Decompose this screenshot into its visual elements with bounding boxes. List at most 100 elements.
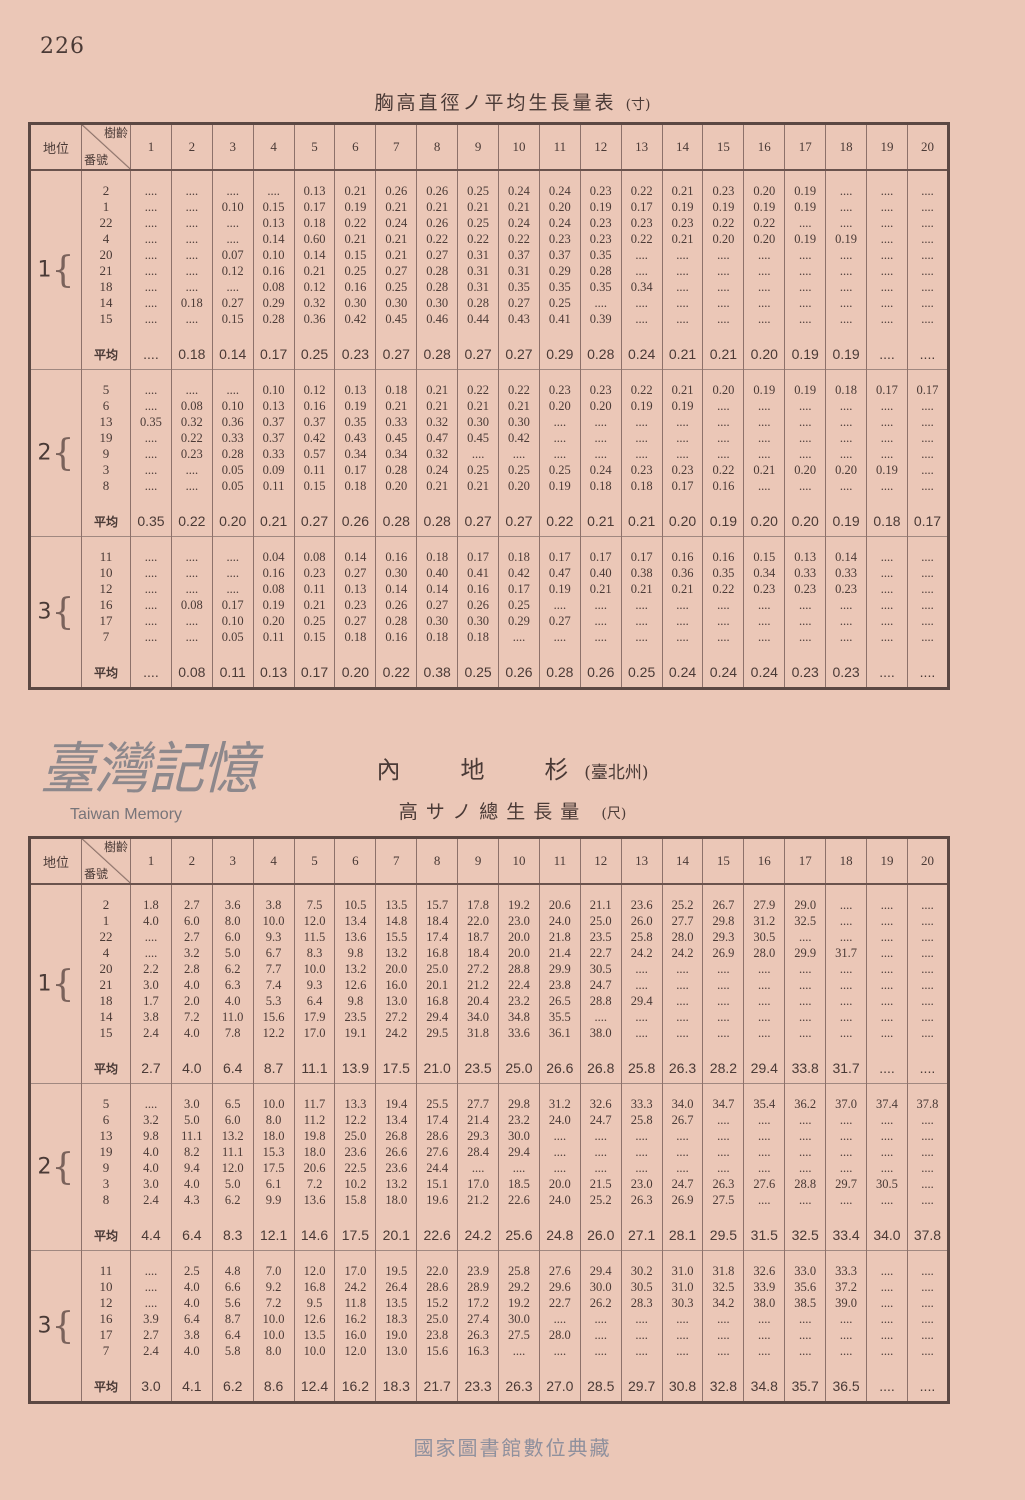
value-cell: 0.21	[661, 581, 703, 597]
empty-cell: ....	[620, 446, 663, 462]
value-cell: 27.5	[702, 1192, 744, 1208]
empty-cell: ....	[620, 1311, 663, 1327]
tree-number: 14	[81, 1009, 131, 1025]
empty-cell: ....	[825, 993, 867, 1009]
value-cell: 0.33	[375, 414, 417, 430]
average-cell: 0.24	[743, 657, 785, 689]
empty-cell: ....	[702, 247, 744, 263]
empty-cell: ....	[661, 597, 703, 613]
value-cell: 4.0	[211, 993, 254, 1009]
value-cell: 0.30	[416, 295, 458, 311]
site-group: 2{5.... 3.0 6.5 10.0 11.7 13.3 19.4 25.5 27.7 29.…	[29, 1083, 949, 1251]
value-cell: 8.0	[211, 913, 254, 929]
average-label: 平均	[81, 1053, 131, 1084]
empty-cell: ....	[906, 339, 949, 370]
value-cell: 0.20	[825, 462, 867, 478]
value-cell: 0.21	[579, 581, 622, 597]
empty-cell: ....	[866, 1343, 908, 1359]
empty-cell: ....	[866, 961, 908, 977]
empty-cell: ....	[825, 613, 867, 629]
empty-cell: ....	[661, 1160, 703, 1176]
table-row: 13 9.8 11.1 13.2 18.0 19.8 25.0 26.8 28.6 29.3 30.…	[30, 1128, 949, 1144]
value-cell: 0.23	[825, 581, 867, 597]
average-cell: 0.28	[416, 339, 458, 370]
value-cell: 10.2	[334, 1176, 376, 1192]
brace-mark: {	[51, 591, 75, 633]
value-cell: 4.0	[170, 1343, 213, 1359]
age-header: 6	[334, 837, 376, 885]
empty-cell: ....	[743, 430, 785, 446]
age-header: 7	[375, 837, 417, 885]
value-cell: 29.4	[579, 1263, 622, 1279]
value-cell: 27.2	[375, 1009, 417, 1025]
average-cell: 8.6	[252, 1371, 295, 1403]
tree-number: 4	[81, 945, 131, 961]
empty-cell: ....	[866, 478, 908, 494]
value-cell: 0.20	[498, 478, 540, 494]
value-cell: 0.15	[334, 247, 376, 263]
tree-number: 5	[81, 1096, 131, 1112]
site-class-number: 1	[37, 257, 52, 282]
value-cell: 0.19	[784, 199, 826, 215]
age-header: 20	[906, 123, 949, 171]
average-row: 平均 0.35 0.22 0.20 0.21 0.27 0.26 0.28 0.28 0.27 0.…	[30, 506, 949, 537]
value-cell: 12.6	[293, 1311, 335, 1327]
value-cell: 17.4	[416, 929, 458, 945]
table-row: 12.... 4.0 5.6 7.2 9.5 11.8 13.5 15.2 17.2 19.2 22…	[30, 1295, 949, 1311]
site-class: 3{	[30, 537, 82, 689]
value-cell: 0.18	[457, 629, 499, 645]
value-cell: 17.5	[252, 1160, 295, 1176]
empty-cell: ....	[661, 961, 703, 977]
empty-cell: ....	[743, 993, 785, 1009]
value-cell: 0.28	[375, 462, 417, 478]
value-cell: 27.2	[457, 961, 499, 977]
value-cell: 0.21	[416, 199, 458, 215]
empty-cell: ....	[579, 1311, 622, 1327]
empty-cell: ....	[661, 295, 703, 311]
empty-cell: ....	[866, 430, 908, 446]
value-cell: 38.0	[743, 1295, 785, 1311]
table-row: 22.... 2.7 6.0 9.3 11.5 13.6 15.5 17.4 18.7 20.0 2…	[30, 929, 949, 945]
value-cell: 6.4	[293, 993, 335, 1009]
empty-cell: ....	[866, 1327, 908, 1343]
empty-cell: ....	[866, 1053, 908, 1084]
value-cell: 0.25	[538, 462, 581, 478]
empty-cell: ....	[866, 1295, 908, 1311]
average-cell: 6.2	[211, 1371, 254, 1403]
empty-cell: ....	[702, 1343, 744, 1359]
average-cell: 2.7	[130, 1053, 172, 1084]
site-group: 1{2................ 0.13 0.21 0.26 0.26 0.25 0…	[29, 170, 949, 370]
empty-cell: ....	[130, 231, 172, 247]
value-cell: 19.4	[375, 1096, 417, 1112]
value-cell: 0.16	[702, 549, 744, 565]
value-cell: 0.25	[457, 215, 499, 231]
average-row: 平均 4.4 6.4 8.3 12.1 14.6 17.5 20.1 22.6 24.2 25.6 2…	[30, 1220, 949, 1251]
age-number-header: 樹齡 番號	[81, 123, 131, 171]
value-cell: 0.19	[743, 382, 785, 398]
average-cell: 0.14	[211, 339, 254, 370]
table-row: 20 2.2 2.8 6.2 7.7 10.0 13.2 20.0 25.0 27.2 28.8 29…	[30, 961, 949, 977]
empty-cell: ....	[130, 478, 172, 494]
value-cell: 15.2	[416, 1295, 458, 1311]
value-cell: 0.20	[702, 231, 744, 247]
empty-cell: ....	[211, 549, 254, 565]
empty-cell: ....	[825, 263, 867, 279]
average-cell: 0.28	[416, 506, 458, 537]
empty-cell: ....	[211, 231, 254, 247]
value-cell: 17.0	[293, 1025, 335, 1041]
value-cell: 0.15	[293, 629, 335, 645]
average-cell: 33.8	[784, 1053, 826, 1084]
value-cell: 0.24	[538, 215, 581, 231]
empty-cell: ....	[906, 1053, 949, 1084]
value-cell: 0.18	[579, 478, 622, 494]
value-cell: 0.34	[620, 279, 663, 295]
value-cell: 0.22	[334, 215, 376, 231]
value-cell: 0.28	[252, 311, 295, 327]
value-cell: 15.7	[416, 897, 458, 913]
value-cell: 0.21	[375, 247, 417, 263]
tree-number: 17	[81, 613, 131, 629]
tree-number: 5	[81, 382, 131, 398]
value-cell: 0.19	[743, 199, 785, 215]
value-cell: 0.22	[702, 215, 744, 231]
value-cell: 5.3	[252, 993, 295, 1009]
